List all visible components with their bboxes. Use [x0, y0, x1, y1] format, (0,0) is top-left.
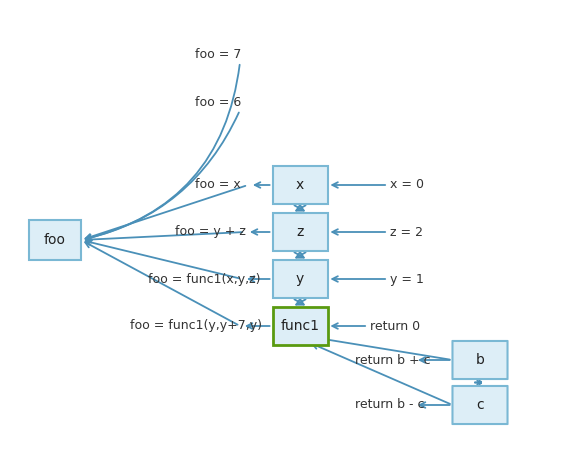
Text: foo = 6: foo = 6 [195, 97, 241, 109]
Text: return b - c: return b - c [355, 399, 425, 411]
Text: y: y [296, 272, 304, 286]
FancyBboxPatch shape [272, 260, 328, 298]
FancyBboxPatch shape [452, 386, 508, 424]
Text: foo = 7: foo = 7 [195, 49, 241, 61]
FancyBboxPatch shape [29, 220, 81, 260]
FancyBboxPatch shape [272, 307, 328, 345]
Text: foo = func1(x,y,z): foo = func1(x,y,z) [148, 272, 261, 286]
Text: x = 0: x = 0 [390, 178, 424, 192]
Text: foo = func1(y,y+7,y): foo = func1(y,y+7,y) [130, 320, 262, 332]
Text: c: c [476, 398, 484, 412]
Text: z: z [296, 225, 303, 239]
Text: b: b [475, 353, 484, 367]
Text: return b + c: return b + c [355, 354, 431, 366]
Text: foo = x: foo = x [195, 178, 241, 192]
FancyBboxPatch shape [272, 213, 328, 251]
Text: foo = y + z: foo = y + z [175, 226, 246, 238]
Text: foo: foo [44, 233, 66, 247]
Text: y = 1: y = 1 [390, 272, 424, 286]
Text: x: x [296, 178, 304, 192]
Text: z = 2: z = 2 [390, 226, 423, 238]
Text: func1: func1 [280, 319, 319, 333]
Text: return 0: return 0 [370, 320, 420, 332]
FancyBboxPatch shape [452, 341, 508, 379]
FancyBboxPatch shape [272, 166, 328, 204]
